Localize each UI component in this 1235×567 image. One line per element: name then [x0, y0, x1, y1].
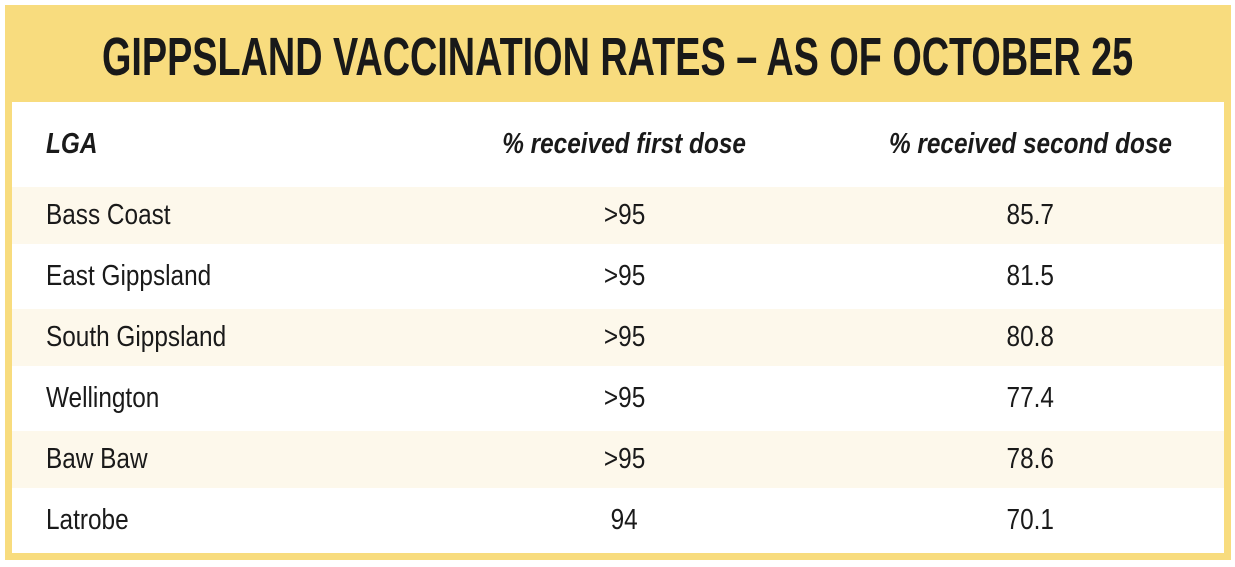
table-row: Wellington >95 77.4	[12, 370, 1224, 431]
column-header-first-dose: % received first dose	[502, 128, 747, 160]
table-row: Latrobe 94 70.1	[12, 492, 1224, 553]
column-header-second-dose: % received second dose	[889, 128, 1172, 160]
second-dose-cell: 70.1	[1006, 504, 1055, 536]
header-band: GIPPSLAND VACCINATION RATES – AS OF OCTO…	[12, 12, 1224, 102]
table-header-row: LGA % received first dose % received sec…	[12, 102, 1224, 187]
column-header-lga: LGA	[46, 128, 98, 160]
lga-cell: Wellington	[46, 382, 160, 414]
lga-cell: South Gippsland	[46, 321, 227, 353]
lga-cell: Bass Coast	[46, 199, 171, 231]
first-dose-cell: >95	[603, 260, 646, 292]
second-dose-cell: 85.7	[1006, 199, 1055, 231]
first-dose-cell: 94	[610, 504, 639, 536]
table-row: Baw Baw >95 78.6	[12, 431, 1224, 492]
lga-cell: Latrobe	[46, 504, 129, 536]
table-row: South Gippsland >95 80.8	[12, 309, 1224, 370]
lga-cell: Baw Baw	[46, 443, 148, 475]
vaccination-table: LGA % received first dose % received sec…	[12, 102, 1224, 553]
first-dose-cell: >95	[603, 443, 646, 475]
second-dose-cell: 78.6	[1006, 443, 1055, 475]
second-dose-cell: 81.5	[1006, 260, 1055, 292]
vaccination-table-card: GIPPSLAND VACCINATION RATES – AS OF OCTO…	[5, 5, 1231, 560]
second-dose-cell: 80.8	[1006, 321, 1055, 353]
first-dose-cell: >95	[603, 382, 646, 414]
table-row: Bass Coast >95 85.7	[12, 187, 1224, 248]
second-dose-cell: 77.4	[1006, 382, 1055, 414]
first-dose-cell: >95	[603, 321, 646, 353]
table-row: East Gippsland >95 81.5	[12, 248, 1224, 309]
first-dose-cell: >95	[603, 199, 646, 231]
page-title: GIPPSLAND VACCINATION RATES – AS OF OCTO…	[102, 27, 1134, 87]
lga-cell: East Gippsland	[46, 260, 212, 292]
